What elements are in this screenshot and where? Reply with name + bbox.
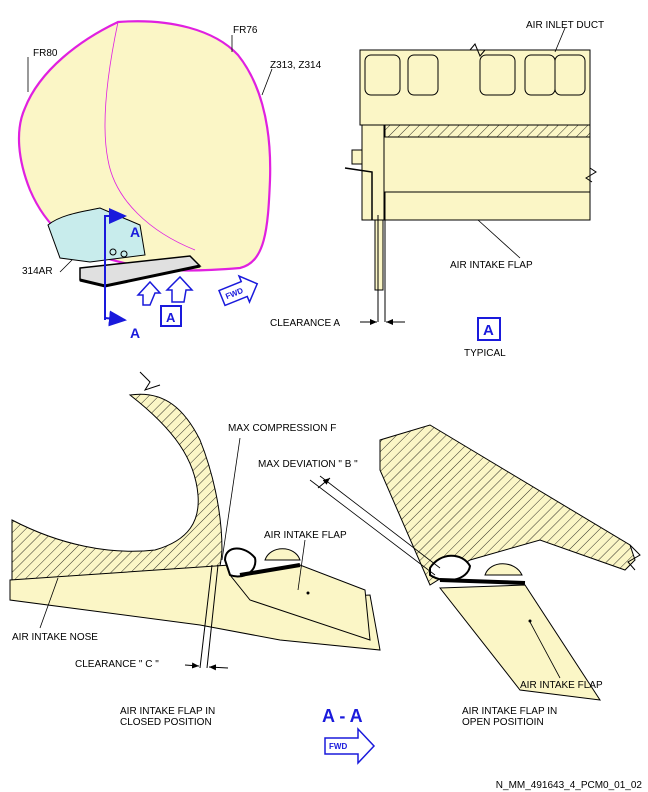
inlet-duct-leader <box>554 27 566 53</box>
typical-caption: TYPICAL <box>464 348 506 359</box>
clearance-c-arrow <box>208 664 229 671</box>
clearance-c-arrow <box>184 662 200 669</box>
max-deviation-label: MAX DEVIATION " B " <box>258 459 358 470</box>
flap-open-point <box>528 619 532 623</box>
clearance-c-line-2 <box>206 564 219 669</box>
panel-fastener-icon <box>109 248 117 256</box>
max-deviation-arrow <box>317 477 331 489</box>
seal-line <box>344 167 373 220</box>
duct-rib <box>407 54 439 96</box>
clearance-a-label: CLEARANCE A <box>270 318 340 329</box>
duct-rib <box>364 54 401 96</box>
clearance-c-label: CLEARANCE " C " <box>75 659 159 670</box>
view-arrow-icon <box>136 280 162 306</box>
open-lower-plate <box>438 584 602 701</box>
fitting <box>351 149 363 165</box>
section-aa-title: A - A <box>322 706 363 726</box>
flap-closed-seal-strip <box>239 563 301 577</box>
duct-comb <box>384 124 591 138</box>
duct-rib <box>554 54 586 96</box>
air-intake-flap-leader-open <box>529 621 561 679</box>
air-inlet-duct-label: AIR INLET DUCT <box>526 20 604 31</box>
z313-leader <box>261 68 273 96</box>
air-intake-flap-label-closed: AIR INTAKE FLAP <box>264 530 347 541</box>
detail-a-view <box>344 27 597 341</box>
fwd-arrow-icon <box>324 727 376 765</box>
max-compression-label: MAX COMPRESSION F <box>228 423 336 434</box>
fuselage-outline <box>17 20 272 272</box>
fwd-badge: FWD <box>218 274 259 307</box>
max-deviation-leader <box>309 479 436 576</box>
flap-open-seal-strip <box>439 578 526 585</box>
section-mark-bottom: A <box>130 325 140 341</box>
open-position-view <box>309 424 641 701</box>
section-mark-top: A <box>130 224 140 240</box>
panel-fastener-icon <box>120 250 128 258</box>
flap-break-line <box>585 167 597 183</box>
frame-label-fr80: FR80 <box>33 48 58 59</box>
duct-rib <box>524 54 556 96</box>
flap-lower-block <box>384 191 591 221</box>
fwd-arrow: FWD <box>324 727 376 765</box>
air-intake-nose-leader <box>39 577 59 629</box>
fuselage-view: FWD <box>17 20 273 327</box>
view-arrow-icon <box>165 275 194 303</box>
duct-rib <box>479 54 516 96</box>
closed-position-view <box>9 371 381 671</box>
max-compression-leader <box>221 437 241 561</box>
open-break-line <box>627 544 641 571</box>
detail-box-letter: A <box>166 310 176 325</box>
bracket <box>361 124 385 221</box>
closed-caption-line-2: CLOSED POSITION <box>120 717 212 728</box>
section-arrow-bottom <box>104 310 127 327</box>
flap-open-hinge <box>484 563 523 576</box>
detail-a-typical-box <box>477 317 501 341</box>
detail-a-box-letter: A <box>483 322 494 339</box>
flap-closed-hinge <box>264 548 301 561</box>
air-intake-flap-label-open: AIR INTAKE FLAP <box>520 680 603 691</box>
air-intake-flap-leader-closed <box>297 539 306 591</box>
frame-label-fr76: FR76 <box>233 25 258 36</box>
max-deviation-leader-2 <box>319 475 441 569</box>
flap-upper-block <box>379 136 591 193</box>
seal-bulb <box>223 547 257 578</box>
seal-bulb-open <box>429 554 472 582</box>
open-caption-line-1: AIR INTAKE FLAP IN <box>462 706 557 717</box>
detail-a-box <box>160 305 182 327</box>
figure-reference: N_MM_491643_4_PCM0_01_02 <box>496 780 643 791</box>
open-caption-line-2: OPEN POSITIOIN <box>462 717 544 728</box>
part-label-314ar: 314AR <box>22 266 53 277</box>
zone-label: Z313, Z314 <box>270 60 322 71</box>
flap-plate <box>374 219 384 291</box>
nose-break-line <box>139 371 161 391</box>
clearance-c-line-1 <box>199 564 213 669</box>
open-upper-hatched <box>379 424 636 586</box>
duct-break-line <box>469 43 486 57</box>
intake-flap-leader <box>477 219 521 259</box>
fuselage-inner-edge <box>104 21 196 251</box>
air-intake-nose-label: AIR INTAKE NOSE <box>12 632 98 643</box>
closed-caption-line-1: AIR INTAKE FLAP IN <box>120 706 215 717</box>
314ar-leader <box>59 259 73 273</box>
flap-closed-point <box>306 591 310 595</box>
air-intake-flap-label-detail: AIR INTAKE FLAP <box>450 260 533 271</box>
fwd-arrow-label: FWD <box>329 742 347 751</box>
